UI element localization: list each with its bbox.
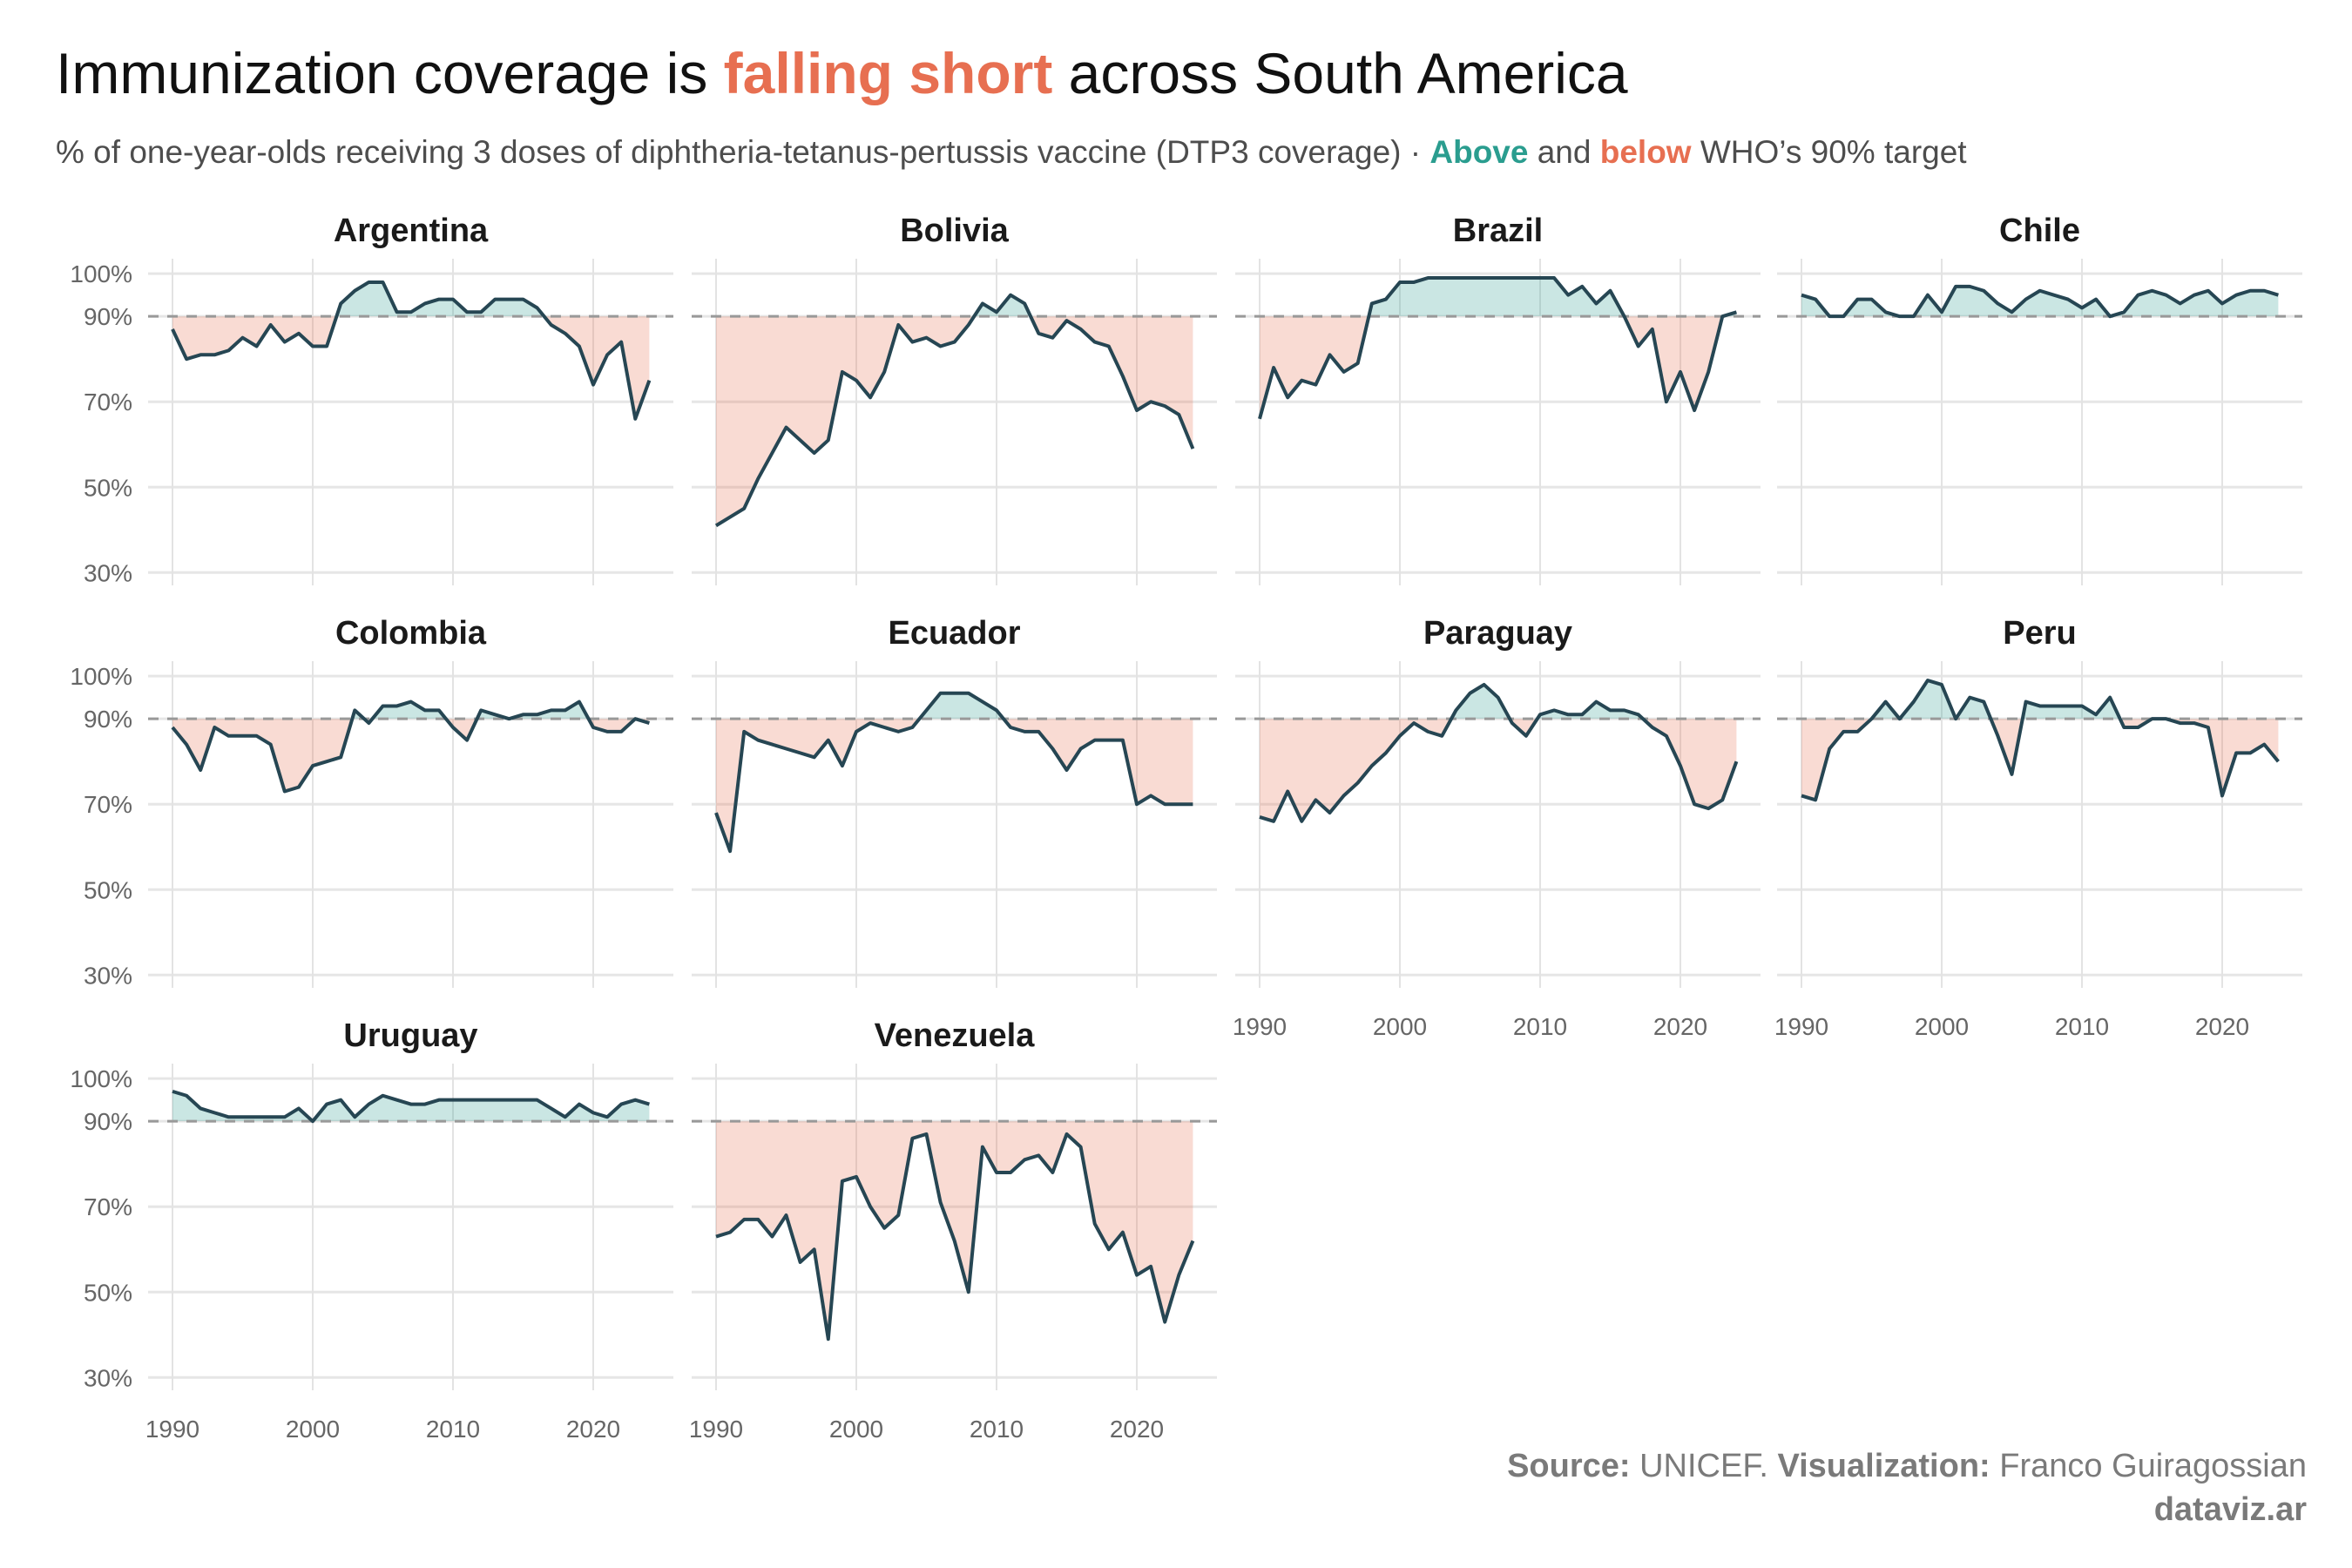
panel-argentina: Argentina 30% 50% 70% 90% 100% [70, 213, 673, 586]
area-above-target [336, 281, 544, 317]
viz-label: Visualization: [1777, 1448, 1990, 1484]
y-tick-label: 70% [84, 1193, 132, 1220]
x-tick-label: 2000 [1915, 1013, 1969, 1040]
panel-title: Paraguay [1423, 615, 1572, 652]
area-below-target [716, 1121, 1193, 1340]
y-tick-label: 90% [84, 1108, 132, 1135]
x-tick-label: 2010 [2055, 1013, 2109, 1040]
coverage-line [171, 280, 652, 421]
subtitle-above: Above [1429, 134, 1529, 170]
panel-title: Peru [2003, 615, 2076, 652]
area-below-target [716, 316, 1193, 526]
y-tick-label: 100% [70, 663, 132, 690]
panel-ecuador: Ecuador [692, 615, 1217, 988]
panel-title: Brazil [1453, 213, 1543, 249]
x-tick-label: 2000 [286, 1416, 340, 1443]
area-below-target [1801, 719, 2279, 801]
x-tick-label: 2020 [1653, 1013, 1707, 1040]
subtitle-target: WHO’s 90% target [1691, 134, 1967, 170]
panel-title: Venezuela [875, 1017, 1036, 1054]
y-tick-label: 70% [84, 791, 132, 818]
y-tick-label: 70% [84, 389, 132, 416]
y-tick-label: 30% [84, 962, 132, 989]
y-tick-label: 90% [84, 706, 132, 733]
coverage-line [1258, 276, 1737, 420]
panel-bolivia: Bolivia [692, 213, 1217, 585]
panel-title: Argentina [334, 213, 489, 249]
y-tick-label: 30% [84, 1364, 132, 1391]
chart-title: Immunization coverage is falling short a… [56, 40, 1628, 106]
x-tick-label: 1990 [1774, 1013, 1828, 1040]
y-tick-label: 100% [70, 1065, 132, 1092]
panel-chile: Chile [1777, 213, 2302, 585]
footer: Source: UNICEF. Visualization: Franco Gu… [1507, 1444, 2307, 1531]
area-above-target [1801, 680, 2279, 720]
panel-uruguay: Uruguay 30% 50% 70% 90% 100% 1990 2000 2010 2020 [70, 1017, 673, 1443]
x-tick-label: 2010 [970, 1416, 1024, 1443]
y-tick-label: 100% [70, 260, 132, 287]
x-tick-label: 2020 [2195, 1013, 2249, 1040]
coverage-line [714, 691, 1193, 854]
source-label: Source: [1507, 1448, 1631, 1484]
coverage-line [172, 1089, 650, 1124]
x-tick-label: 2000 [829, 1416, 883, 1443]
panel-colombia: Colombia 30% 50% 70% 90% 100% [70, 615, 673, 989]
title-text-end: across South America [1052, 41, 1628, 105]
y-tick-label: 50% [84, 474, 132, 501]
subtitle-below: below [1599, 134, 1692, 170]
area-below-target [172, 316, 650, 419]
panel-title: Bolivia [900, 213, 1009, 249]
panel-brazil: Brazil [1235, 213, 1761, 585]
viz-value: Franco Guiragossian [1990, 1448, 2307, 1484]
title-highlight: falling short [723, 41, 1053, 105]
area-above-target [716, 693, 1193, 720]
panel-title: Chile [1999, 213, 2080, 249]
chart-subtitle: % of one-year-olds receiving 3 doses of … [56, 134, 1967, 171]
source-value: UNICEF. [1630, 1448, 1778, 1484]
panel-peru: Peru 1990 2000 2010 2020 [1774, 615, 2302, 1040]
x-tick-label: 2000 [1373, 1013, 1427, 1040]
x-tick-label: 1990 [689, 1416, 743, 1443]
coverage-line [1259, 682, 1739, 823]
site-line: dataviz.ar [1507, 1488, 2307, 1531]
area-above-target [172, 701, 650, 720]
coverage-line [714, 293, 1195, 528]
credits-line: Source: UNICEF. Visualization: Franco Gu… [1507, 1444, 2307, 1488]
area-below-target [172, 719, 650, 792]
panel-title: Uruguay [343, 1017, 477, 1054]
y-tick-label: 30% [84, 559, 132, 586]
coverage-line [715, 1132, 1195, 1342]
coverage-line [1801, 284, 2279, 319]
panel-venezuela: Venezuela 1990 2000 2010 2020 [689, 1017, 1217, 1443]
coverage-line [171, 700, 650, 794]
area-below-target [1260, 719, 1737, 821]
y-tick-label: 90% [84, 303, 132, 330]
area-below-target [1260, 316, 1737, 419]
panel-title: Colombia [335, 615, 487, 652]
panel-title: Ecuador [888, 615, 1020, 652]
coverage-line [1801, 679, 2280, 802]
panel-paraguay: Paraguay 1990 2000 2010 2020 [1233, 615, 1761, 1040]
title-text: Immunization coverage is [56, 41, 724, 105]
x-tick-label: 1990 [1233, 1013, 1287, 1040]
y-tick-label: 50% [84, 876, 132, 903]
subtitle-and: and [1528, 134, 1600, 170]
y-tick-label: 50% [84, 1279, 132, 1306]
x-tick-label: 2020 [1110, 1416, 1164, 1443]
x-tick-label: 1990 [145, 1416, 199, 1443]
area-above-target [1369, 278, 1737, 317]
x-tick-label: 2010 [426, 1416, 480, 1443]
x-tick-label: 2020 [566, 1416, 620, 1443]
site-name: dataviz.ar [2153, 1491, 2307, 1528]
x-tick-label: 2010 [1513, 1013, 1567, 1040]
subtitle-text: % of one-year-olds receiving 3 doses of … [56, 134, 1430, 170]
